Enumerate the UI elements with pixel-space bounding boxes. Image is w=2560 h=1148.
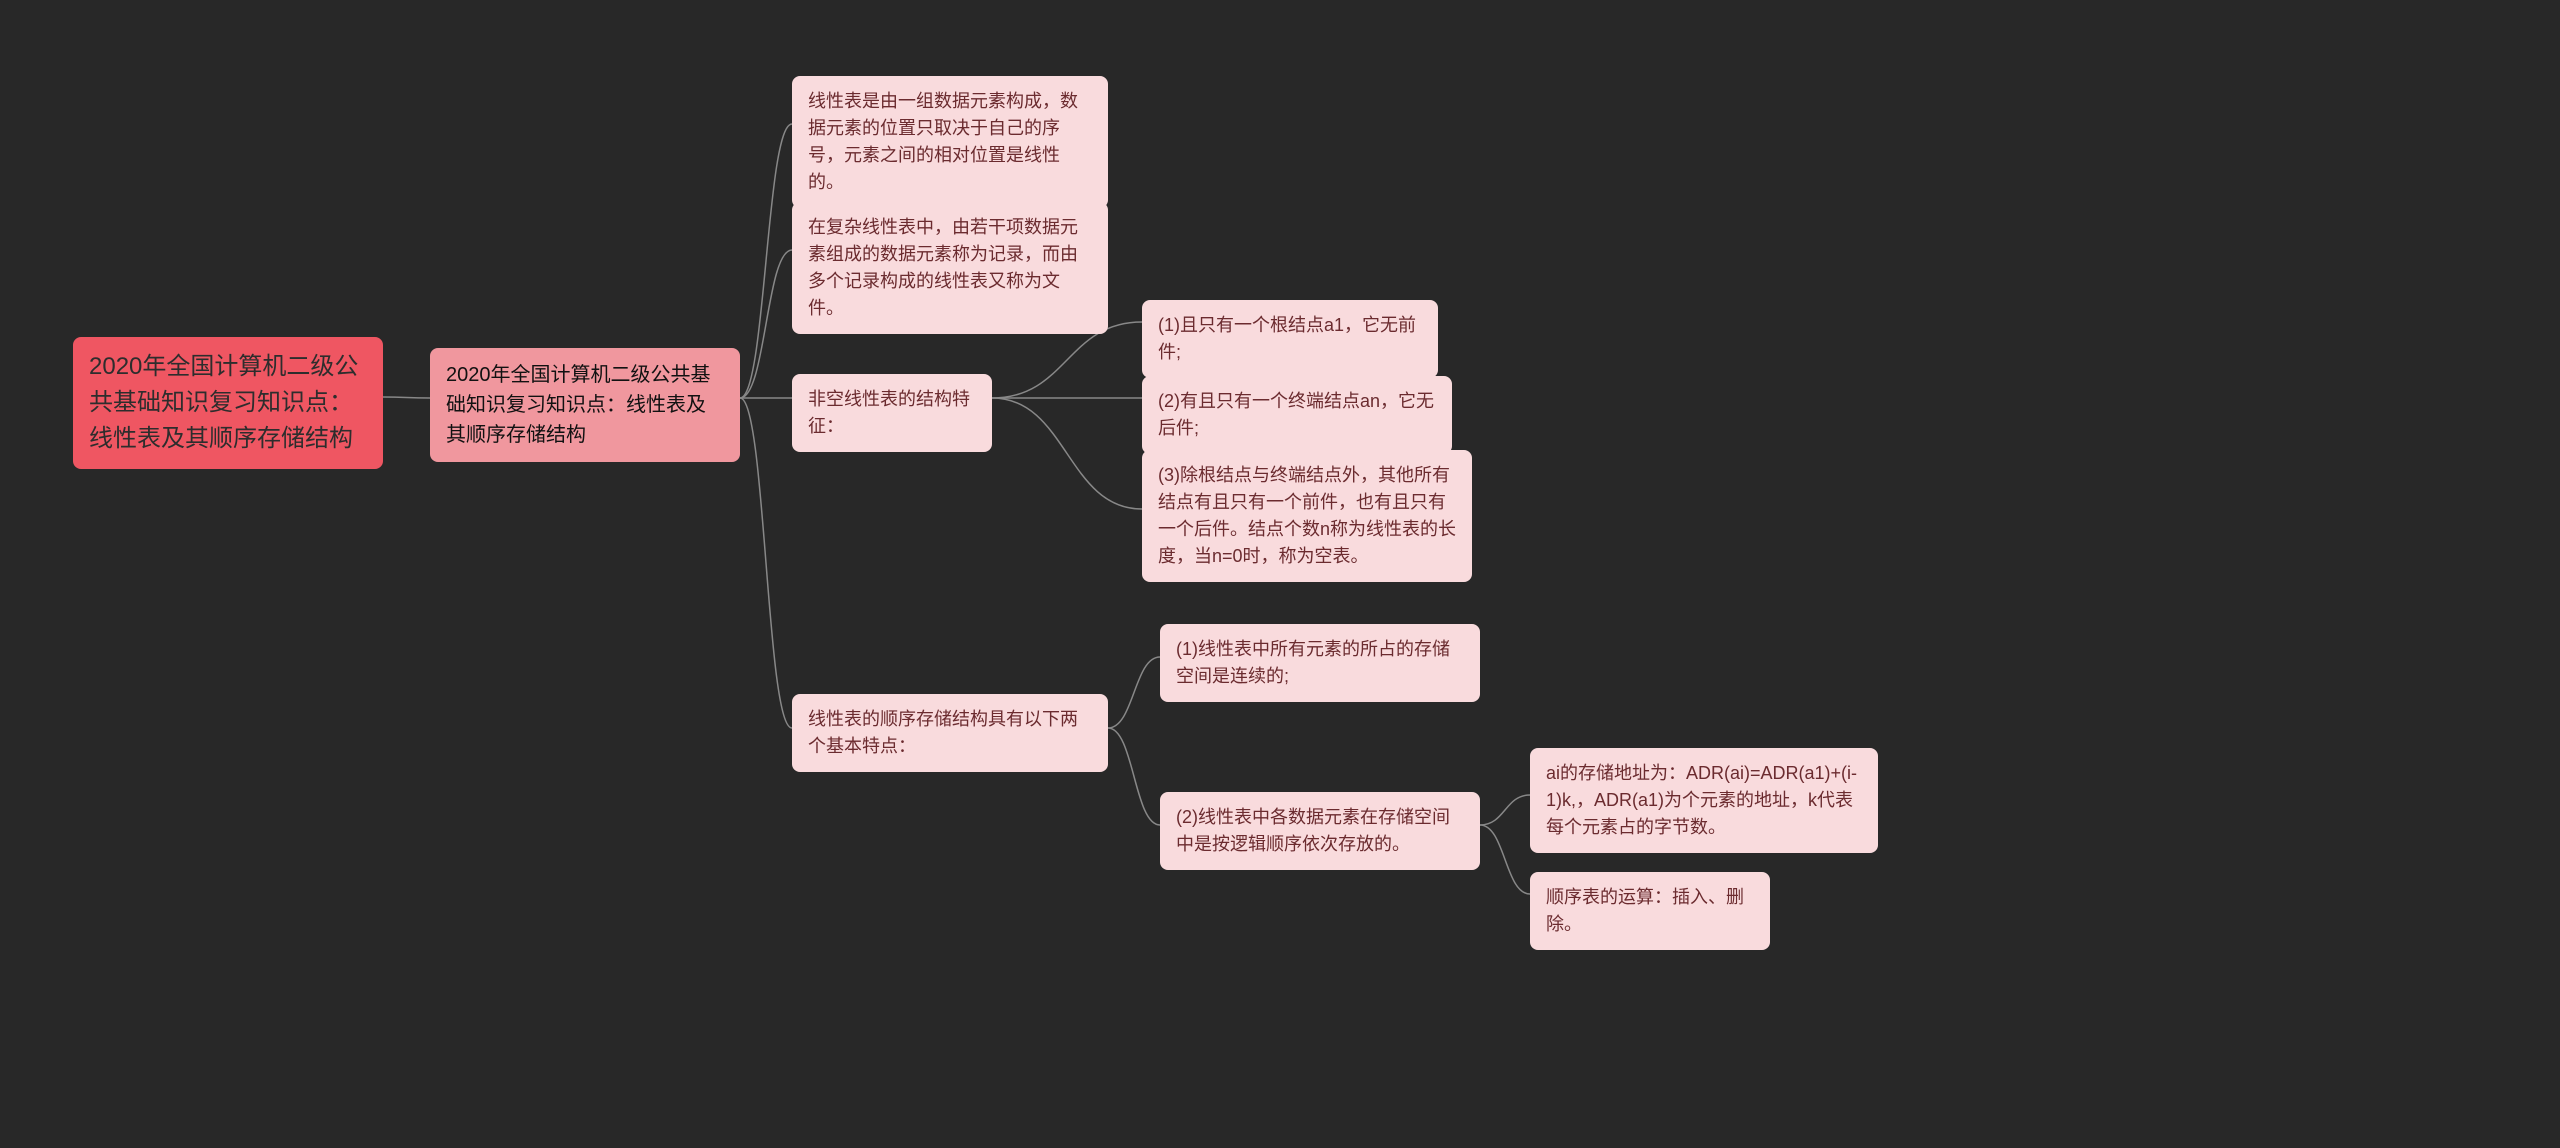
leaf-label: 在复杂线性表中，由若干项数据元素组成的数据元素称为记录，而由多个记录构成的线性表… [808, 214, 1092, 322]
leaf-node: (2)线性表中各数据元素在存储空间中是按逻辑顺序依次存放的。 [1160, 792, 1480, 870]
leaf-node: (1)且只有一个根结点a1，它无前件; [1142, 300, 1438, 378]
leaf-label: (2)线性表中各数据元素在存储空间中是按逻辑顺序依次存放的。 [1176, 804, 1464, 858]
root-label: 2020年全国计算机二级公共基础知识复习知识点：线性表及其顺序存储结构 [89, 349, 367, 457]
leaf-node: 顺序表的运算：插入、删除。 [1530, 872, 1770, 950]
leaf-node: ai的存储地址为：ADR(ai)=ADR(a1)+(i-1)k,，ADR(a1)… [1530, 748, 1878, 853]
leaf-label: 顺序表的运算：插入、删除。 [1546, 884, 1754, 938]
level1-label: 2020年全国计算机二级公共基础知识复习知识点：线性表及其顺序存储结构 [446, 360, 724, 450]
leaf-label: 线性表的顺序存储结构具有以下两个基本特点： [808, 706, 1092, 760]
leaf-label: (2)有且只有一个终端结点an，它无后件; [1158, 388, 1436, 442]
leaf-node: 线性表是由一组数据元素构成，数据元素的位置只取决于自己的序号，元素之间的相对位置… [792, 76, 1108, 208]
leaf-node: (2)有且只有一个终端结点an，它无后件; [1142, 376, 1452, 454]
leaf-label: (1)线性表中所有元素的所占的存储空间是连续的; [1176, 636, 1464, 690]
leaf-label: (3)除根结点与终端结点外，其他所有结点有且只有一个前件，也有且只有一个后件。结… [1158, 462, 1456, 570]
level1-node: 2020年全国计算机二级公共基础知识复习知识点：线性表及其顺序存储结构 [430, 348, 740, 462]
leaf-node: 在复杂线性表中，由若干项数据元素组成的数据元素称为记录，而由多个记录构成的线性表… [792, 202, 1108, 334]
leaf-label: 线性表是由一组数据元素构成，数据元素的位置只取决于自己的序号，元素之间的相对位置… [808, 88, 1092, 196]
leaf-node: (1)线性表中所有元素的所占的存储空间是连续的; [1160, 624, 1480, 702]
leaf-label: 非空线性表的结构特征： [808, 386, 976, 440]
root-node: 2020年全国计算机二级公共基础知识复习知识点：线性表及其顺序存储结构 [73, 337, 383, 469]
leaf-node: 线性表的顺序存储结构具有以下两个基本特点： [792, 694, 1108, 772]
leaf-node: 非空线性表的结构特征： [792, 374, 992, 452]
leaf-label: (1)且只有一个根结点a1，它无前件; [1158, 312, 1422, 366]
leaf-label: ai的存储地址为：ADR(ai)=ADR(a1)+(i-1)k,，ADR(a1)… [1546, 760, 1862, 841]
leaf-node: (3)除根结点与终端结点外，其他所有结点有且只有一个前件，也有且只有一个后件。结… [1142, 450, 1472, 582]
